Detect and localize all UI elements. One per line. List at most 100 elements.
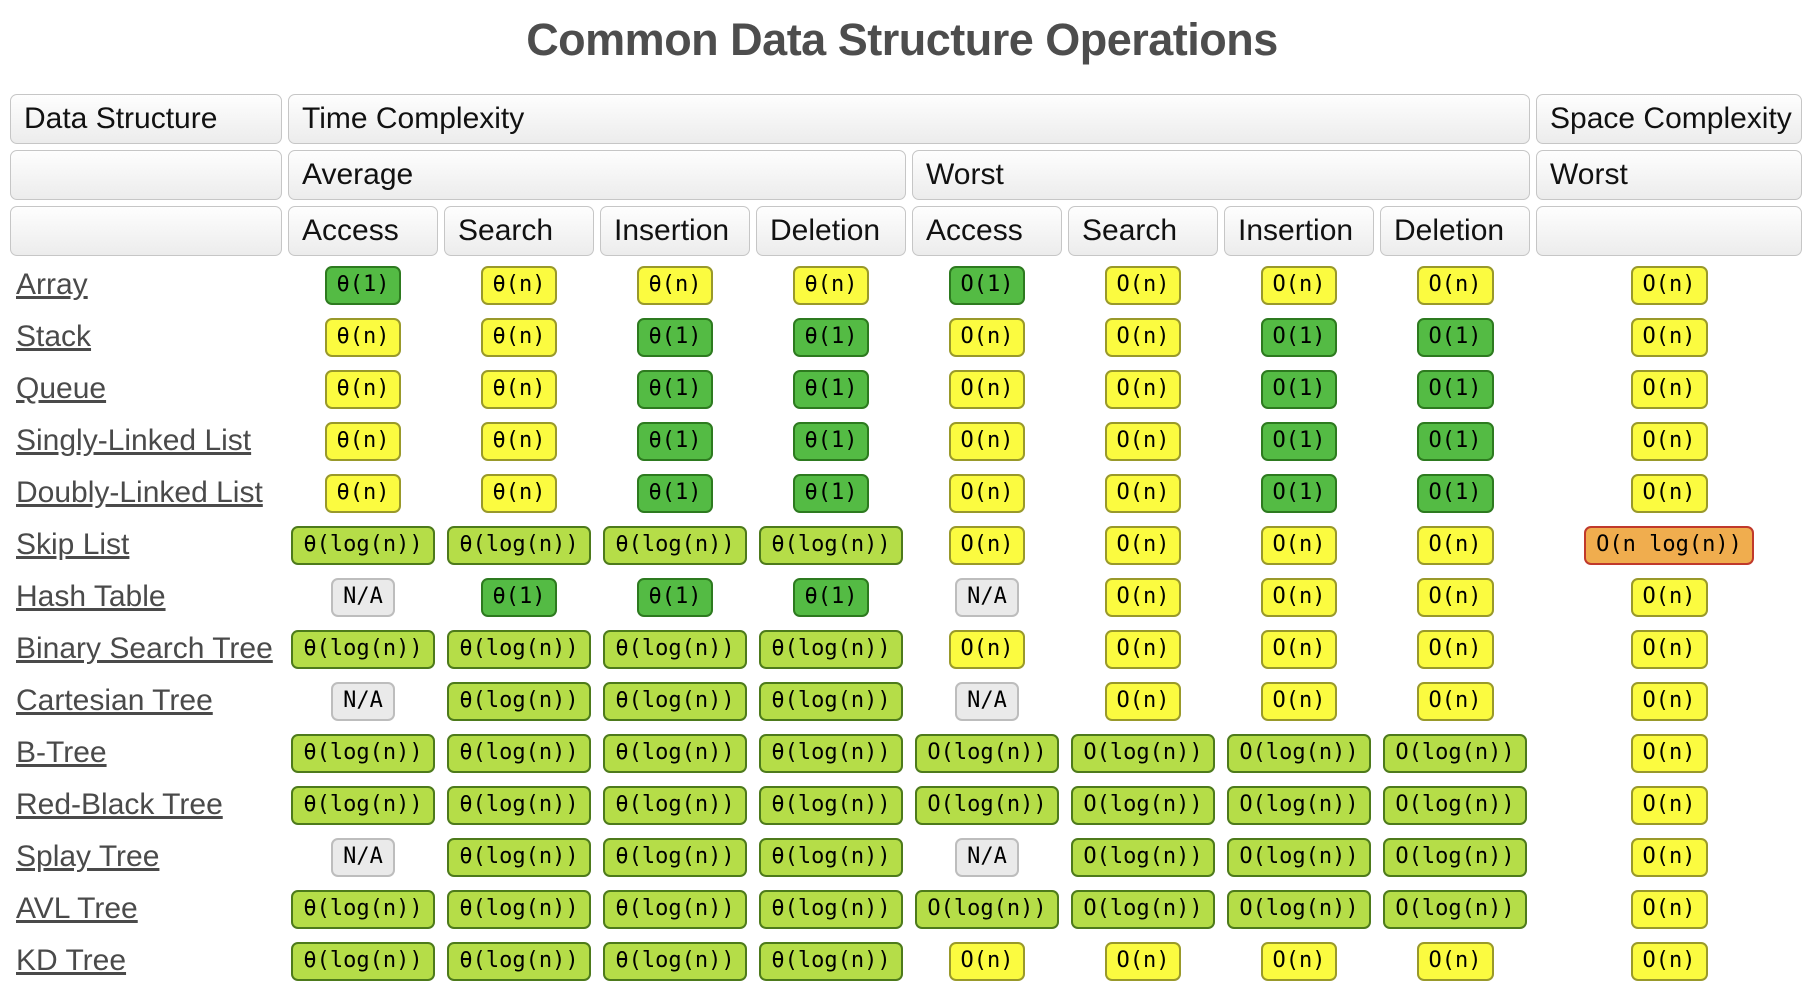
complexity-badge: θ(log(n)) — [291, 889, 435, 929]
complexity-badge: O(n) — [948, 473, 1026, 513]
complexity-badge: O(log(n)) — [1227, 889, 1371, 929]
data-structure-link[interactable]: Skip List — [16, 528, 130, 561]
time-complexity-cell: O(n) — [912, 418, 1062, 464]
time-complexity-cell: θ(log(n)) — [756, 834, 906, 880]
time-complexity-cell: θ(log(n)) — [444, 522, 594, 568]
data-structure-link[interactable]: B-Tree — [16, 736, 107, 769]
complexity-badge: O(n) — [1416, 525, 1494, 565]
data-structure-link[interactable]: Hash Table — [16, 580, 166, 613]
complexity-badge: N/A — [331, 681, 395, 721]
complexity-badge: O(n) — [1104, 473, 1182, 513]
time-complexity-cell: O(n) — [1224, 574, 1374, 620]
complexity-badge: θ(1) — [636, 369, 714, 409]
time-complexity-cell: O(1) — [1224, 366, 1374, 412]
space-complexity-cell: O(n) — [1536, 886, 1802, 932]
time-complexity-cell: θ(1) — [600, 470, 750, 516]
complexity-badge: O(n) — [1416, 577, 1494, 617]
time-complexity-cell: O(n) — [1380, 262, 1530, 308]
data-structure-link[interactable]: Array — [16, 268, 88, 301]
time-complexity-cell: θ(n) — [444, 418, 594, 464]
time-complexity-cell: θ(1) — [756, 314, 906, 360]
time-complexity-cell: θ(n) — [444, 262, 594, 308]
table-row: Cartesian Tree N/A θ(log(n)) θ(log(n)) θ(log… — [10, 678, 1802, 724]
time-complexity-cell: N/A — [288, 834, 438, 880]
complexity-badge: θ(1) — [636, 317, 714, 357]
header-op-worst-access: Access — [912, 206, 1062, 256]
data-structure-link[interactable]: KD Tree — [16, 944, 127, 977]
time-complexity-cell: O(n) — [1068, 678, 1218, 724]
data-structure-cell: Binary Search Tree — [10, 626, 282, 672]
time-complexity-cell: θ(1) — [756, 574, 906, 620]
time-complexity-cell: O(n) — [912, 938, 1062, 984]
header-row-operations: Access Search Insertion Deletion Access … — [10, 206, 1803, 256]
time-complexity-cell: θ(1) — [600, 314, 750, 360]
time-complexity-cell: θ(1) — [756, 470, 906, 516]
time-complexity-cell: O(1) — [1380, 470, 1530, 516]
complexity-badge: θ(1) — [636, 473, 714, 513]
time-complexity-cell: O(n) — [1068, 470, 1218, 516]
time-complexity-cell: θ(1) — [600, 366, 750, 412]
time-complexity-cell: θ(n) — [288, 366, 438, 412]
table-row: Splay Tree N/A θ(log(n)) θ(log(n)) θ(log(n))… — [10, 834, 1802, 880]
time-complexity-cell: O(n) — [912, 470, 1062, 516]
complexity-badge: O(n) — [1260, 941, 1338, 981]
time-complexity-cell: θ(log(n)) — [288, 730, 438, 776]
space-complexity-cell: O(n) — [1536, 938, 1802, 984]
data-structure-link[interactable]: Splay Tree — [16, 840, 160, 873]
complexity-badge: θ(log(n)) — [447, 941, 591, 981]
data-structure-link[interactable]: AVL Tree — [16, 892, 138, 925]
complexity-badge: O(n) — [1630, 941, 1708, 981]
complexity-badge: O(n) — [1630, 421, 1708, 461]
table-row: B-Tree θ(log(n)) θ(log(n)) θ(log(n)) θ(log(n… — [10, 730, 1802, 776]
time-complexity-cell: θ(n) — [288, 470, 438, 516]
complexity-badge: O(n) — [1104, 369, 1182, 409]
complexity-badge: θ(1) — [480, 577, 558, 617]
time-complexity-cell: O(log(n)) — [1380, 886, 1530, 932]
complexity-badge: θ(n) — [480, 369, 558, 409]
complexity-badge: θ(log(n)) — [759, 941, 903, 981]
data-structure-link[interactable]: Stack — [16, 320, 92, 353]
time-complexity-cell: θ(1) — [600, 418, 750, 464]
complexity-badge: θ(log(n)) — [603, 837, 747, 877]
time-complexity-cell: θ(n) — [444, 366, 594, 412]
complexity-badge: θ(1) — [324, 265, 402, 305]
header-row-case: Average Worst Worst — [10, 150, 1803, 200]
header-op-worst-insertion: Insertion — [1224, 206, 1374, 256]
time-complexity-cell: O(log(n)) — [1224, 782, 1374, 828]
data-structure-link[interactable]: Doubly-Linked List — [16, 476, 263, 509]
space-complexity-cell: O(n) — [1536, 730, 1802, 776]
complexity-badge: θ(log(n)) — [447, 889, 591, 929]
complexity-badge: θ(1) — [792, 421, 870, 461]
time-complexity-cell: θ(1) — [600, 574, 750, 620]
space-complexity-cell: O(n) — [1536, 782, 1802, 828]
table-row: KD Tree θ(log(n)) θ(log(n)) θ(log(n)) θ(log(… — [10, 938, 1802, 984]
complexity-badge: θ(log(n)) — [759, 785, 903, 825]
time-complexity-cell: N/A — [912, 678, 1062, 724]
data-structure-link[interactable]: Red-Black Tree — [16, 788, 223, 821]
header-op-avg-insertion: Insertion — [600, 206, 750, 256]
complexity-badge: θ(log(n)) — [603, 785, 747, 825]
data-structure-link[interactable]: Queue — [16, 372, 107, 405]
complexity-badge: θ(n) — [324, 317, 402, 357]
complexity-badge: θ(log(n)) — [759, 525, 903, 565]
data-structure-cell: AVL Tree — [10, 886, 282, 932]
complexity-badge: O(n) — [1630, 629, 1708, 669]
time-complexity-cell: θ(log(n)) — [756, 522, 906, 568]
data-structure-link[interactable]: Cartesian Tree — [16, 684, 213, 717]
complexity-badge: O(n log(n)) — [1584, 525, 1754, 565]
data-structure-link[interactable]: Binary Search Tree — [16, 632, 273, 665]
complexity-badge: O(n) — [1104, 421, 1182, 461]
data-structure-link[interactable]: Singly-Linked List — [16, 424, 252, 457]
time-complexity-cell: θ(n) — [288, 314, 438, 360]
time-complexity-cell: θ(n) — [288, 418, 438, 464]
complexity-badge: θ(log(n)) — [447, 733, 591, 773]
complexity-badge: O(log(n)) — [1227, 733, 1371, 773]
data-structure-cell: Red-Black Tree — [10, 782, 282, 828]
complexity-badge: O(1) — [1260, 421, 1338, 461]
complexity-badge: O(1) — [1260, 473, 1338, 513]
complexity-badge: N/A — [331, 577, 395, 617]
space-complexity-cell: O(n log(n)) — [1536, 522, 1802, 568]
complexity-badge: θ(1) — [636, 421, 714, 461]
complexity-table: Data Structure Time Complexity Space Com… — [4, 88, 1804, 990]
complexity-badge: θ(n) — [324, 473, 402, 513]
